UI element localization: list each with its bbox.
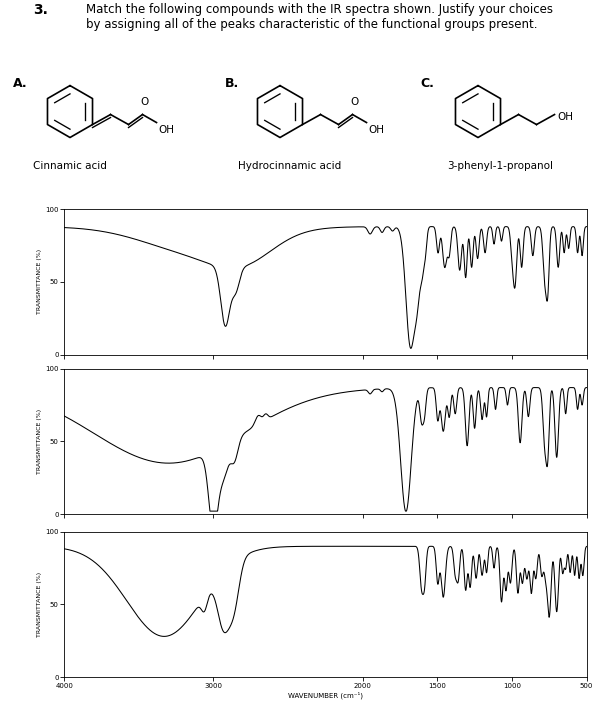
Y-axis label: TRANSMITTANCE (%): TRANSMITTANCE (%) xyxy=(37,409,42,474)
Text: A.: A. xyxy=(13,77,27,90)
Text: OH: OH xyxy=(158,125,175,135)
Text: OH: OH xyxy=(557,111,574,121)
Text: O: O xyxy=(350,96,359,106)
Text: Match the following compounds with the IR spectra shown. Justify your choices
by: Match the following compounds with the I… xyxy=(86,3,552,30)
Y-axis label: TRANSMITTANCE (%): TRANSMITTANCE (%) xyxy=(37,250,42,314)
Text: Hydrocinnamic acid: Hydrocinnamic acid xyxy=(238,162,342,172)
Text: Cinnamic acid: Cinnamic acid xyxy=(33,162,107,172)
Text: C.: C. xyxy=(420,77,434,90)
Text: OH: OH xyxy=(368,125,384,135)
Text: 3-phenyl-1-propanol: 3-phenyl-1-propanol xyxy=(447,162,553,172)
Y-axis label: TRANSMITTANCE (%): TRANSMITTANCE (%) xyxy=(37,572,42,637)
X-axis label: WAVENUMBER (cm⁻¹): WAVENUMBER (cm⁻¹) xyxy=(288,691,363,699)
Text: B.: B. xyxy=(225,77,240,90)
Text: 3.: 3. xyxy=(34,3,48,16)
Text: O: O xyxy=(141,96,148,106)
